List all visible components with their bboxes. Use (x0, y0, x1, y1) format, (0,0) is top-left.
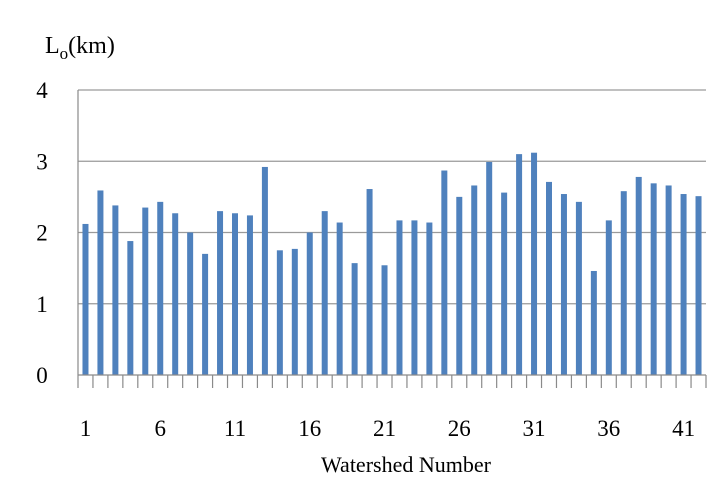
bar (411, 220, 418, 375)
x-tick-label: 41 (672, 416, 695, 441)
x-tick-label: 1 (80, 416, 92, 441)
bar (112, 205, 119, 375)
bar (127, 241, 134, 375)
bar (217, 211, 224, 375)
bar (560, 194, 567, 375)
bar (441, 170, 448, 375)
bar (605, 220, 612, 375)
bars (82, 152, 702, 375)
bar (172, 213, 179, 375)
gridlines (78, 89, 706, 305)
x-tick-label: 21 (373, 416, 396, 441)
x-tick-labels: 1 6 11 16 21 26 31 36 41 (80, 416, 695, 441)
x-tick-label: 31 (523, 416, 546, 441)
bar (82, 223, 89, 375)
bar (142, 207, 149, 375)
bar (620, 191, 627, 375)
y-tick-labels: 0 1 2 3 4 (36, 78, 48, 388)
y-axis-label-subscript: o (60, 44, 69, 63)
bar (546, 181, 552, 375)
bar (261, 166, 268, 375)
bar (590, 270, 597, 375)
bar (635, 176, 642, 375)
bar (396, 220, 403, 375)
bar (366, 189, 373, 375)
bar (336, 222, 343, 375)
bar (456, 196, 463, 375)
y-tick-label: 2 (36, 221, 48, 246)
x-tick-label: 6 (154, 416, 166, 441)
bar (232, 213, 238, 375)
bar (97, 190, 104, 375)
bar (202, 253, 209, 375)
bar (351, 263, 358, 375)
bar (291, 248, 298, 375)
bar (321, 211, 328, 375)
bar (157, 201, 164, 375)
bar (665, 185, 672, 375)
y-tick-label: 0 (36, 363, 48, 388)
bar (486, 161, 493, 375)
bar (426, 222, 433, 375)
bar (531, 152, 538, 375)
bar (187, 232, 194, 375)
y-axis-label-main: L (45, 33, 60, 59)
bar (650, 183, 657, 375)
bar (695, 196, 702, 375)
bar (501, 192, 508, 375)
bar (471, 185, 478, 375)
bar (246, 215, 253, 375)
bar (276, 250, 283, 375)
y-axis-label: Lo(km) (45, 33, 115, 63)
bar (381, 265, 388, 375)
y-tick-label: 3 (36, 149, 48, 174)
bar (306, 232, 313, 375)
bar (680, 194, 687, 375)
x-tick-label: 36 (597, 416, 620, 441)
y-tick-label: 4 (36, 78, 48, 103)
bar (575, 201, 582, 375)
y-tick-label: 1 (36, 292, 48, 317)
x-tick-label: 26 (448, 416, 471, 441)
x-tick-label: 11 (224, 416, 246, 441)
bar (516, 154, 523, 375)
x-axis-label: Watershed Number (321, 452, 492, 477)
axes (77, 90, 707, 388)
x-tick-label: 16 (298, 416, 321, 441)
y-axis-label-unit: (km) (68, 33, 115, 59)
